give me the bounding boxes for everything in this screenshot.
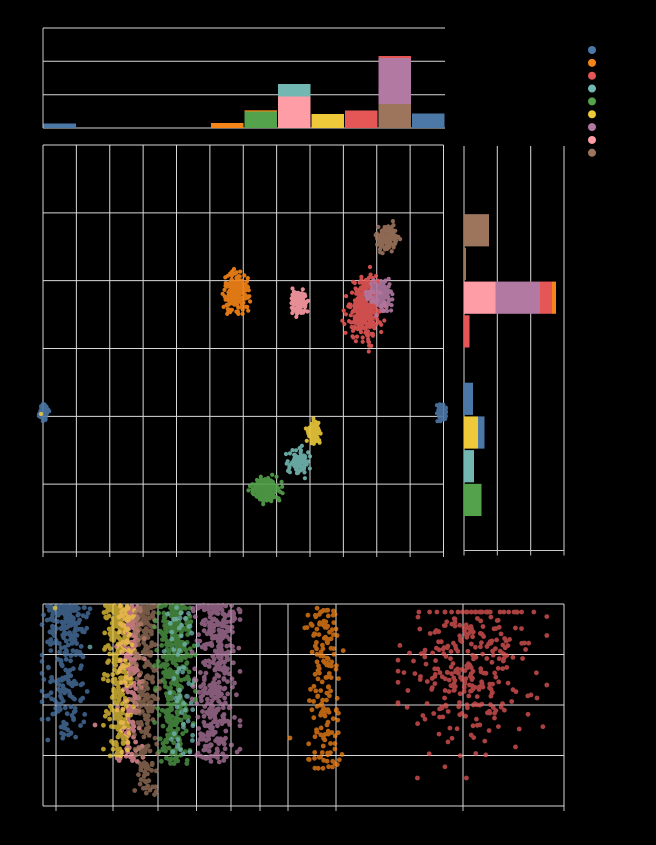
legend-swatch-brown bbox=[588, 148, 596, 157]
legend-swatch-pink bbox=[588, 135, 596, 144]
strip-group-yellow bbox=[101, 603, 138, 759]
legend-swatch-green bbox=[588, 97, 596, 106]
histogram-bar bbox=[464, 483, 482, 517]
histogram-bar bbox=[464, 214, 489, 247]
legend-swatch-yellow bbox=[588, 110, 596, 119]
strip-plot-panel bbox=[39, 602, 565, 811]
right-histogram-panel bbox=[463, 146, 565, 556]
strip-group-teal bbox=[161, 605, 201, 757]
histogram-bar bbox=[464, 416, 485, 449]
histogram-bar bbox=[345, 110, 378, 128]
histogram-bar bbox=[464, 247, 466, 281]
histogram-bar bbox=[244, 110, 277, 128]
strip-outlier-teal bbox=[87, 644, 93, 650]
scatter-cluster-blue bbox=[434, 402, 449, 424]
histogram-bar bbox=[464, 281, 556, 314]
scatter-outlier-yellow bbox=[38, 411, 44, 417]
scatter-cluster-orange bbox=[220, 269, 253, 316]
histogram-bar bbox=[464, 382, 473, 415]
legend bbox=[588, 46, 596, 157]
legend-swatch-blue bbox=[588, 46, 596, 54]
strip-outlier-brown bbox=[147, 787, 153, 793]
strip-outlier-yellow bbox=[52, 605, 58, 611]
histogram-bar bbox=[43, 123, 76, 128]
scatter-cluster-yellow bbox=[303, 416, 323, 446]
histogram-bar bbox=[278, 84, 311, 128]
strip-outlier-pink bbox=[92, 722, 98, 728]
legend-swatch-orange bbox=[588, 58, 596, 67]
legend-swatch-teal bbox=[588, 84, 596, 93]
histogram-bar bbox=[412, 113, 445, 128]
main-scatter-panel bbox=[36, 144, 449, 557]
strip-group-orange bbox=[302, 605, 346, 771]
strip-group-red bbox=[395, 609, 550, 781]
histogram-bar bbox=[378, 56, 411, 128]
scatter-cluster-blue bbox=[36, 402, 52, 424]
top-histogram-panel bbox=[42, 27, 445, 129]
scatter-cluster-pink bbox=[289, 286, 310, 319]
legend-swatch-red bbox=[588, 71, 596, 80]
histogram-bar bbox=[211, 123, 244, 128]
scatter-cluster-purple bbox=[364, 276, 395, 318]
legend-swatch-purple bbox=[588, 123, 596, 132]
scatter-outlier-orange bbox=[231, 266, 237, 272]
scatter-cluster-green bbox=[246, 472, 285, 507]
scatter-outlier-red bbox=[367, 264, 373, 270]
histogram-bar bbox=[464, 315, 470, 348]
histogram-bar bbox=[464, 450, 474, 483]
strip-group-purple bbox=[189, 602, 243, 765]
strip-group-brown bbox=[129, 603, 163, 797]
scatter-cluster-teal bbox=[283, 443, 313, 481]
strip-group-blue bbox=[39, 603, 93, 743]
scatter-cluster-brown bbox=[373, 219, 403, 256]
histogram-bar bbox=[311, 114, 344, 128]
strip-outlier-orange bbox=[287, 735, 293, 741]
